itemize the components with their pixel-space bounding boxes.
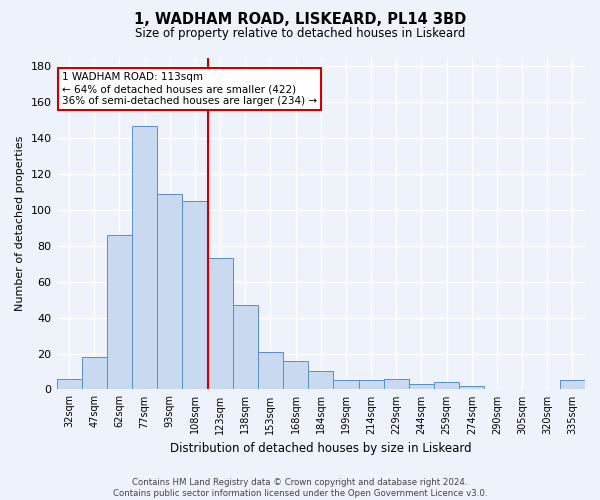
Bar — [434, 382, 459, 390]
Bar — [82, 357, 107, 390]
Bar — [560, 380, 585, 390]
Bar — [334, 380, 359, 390]
Text: Size of property relative to detached houses in Liskeard: Size of property relative to detached ho… — [135, 28, 465, 40]
Bar — [208, 258, 233, 390]
Text: Contains HM Land Registry data © Crown copyright and database right 2024.
Contai: Contains HM Land Registry data © Crown c… — [113, 478, 487, 498]
Bar — [308, 372, 334, 390]
Bar — [283, 360, 308, 390]
Bar — [56, 378, 82, 390]
Y-axis label: Number of detached properties: Number of detached properties — [15, 136, 25, 311]
Bar — [359, 380, 383, 390]
Bar — [409, 384, 434, 390]
Text: 1 WADHAM ROAD: 113sqm
← 64% of detached houses are smaller (422)
36% of semi-det: 1 WADHAM ROAD: 113sqm ← 64% of detached … — [62, 72, 317, 106]
Bar — [182, 201, 208, 390]
Text: 1, WADHAM ROAD, LISKEARD, PL14 3BD: 1, WADHAM ROAD, LISKEARD, PL14 3BD — [134, 12, 466, 28]
Bar — [132, 126, 157, 390]
Bar — [459, 386, 484, 390]
X-axis label: Distribution of detached houses by size in Liskeard: Distribution of detached houses by size … — [170, 442, 472, 455]
Bar — [383, 378, 409, 390]
Bar — [157, 194, 182, 390]
Bar — [258, 352, 283, 390]
Bar — [107, 235, 132, 390]
Bar — [233, 305, 258, 390]
